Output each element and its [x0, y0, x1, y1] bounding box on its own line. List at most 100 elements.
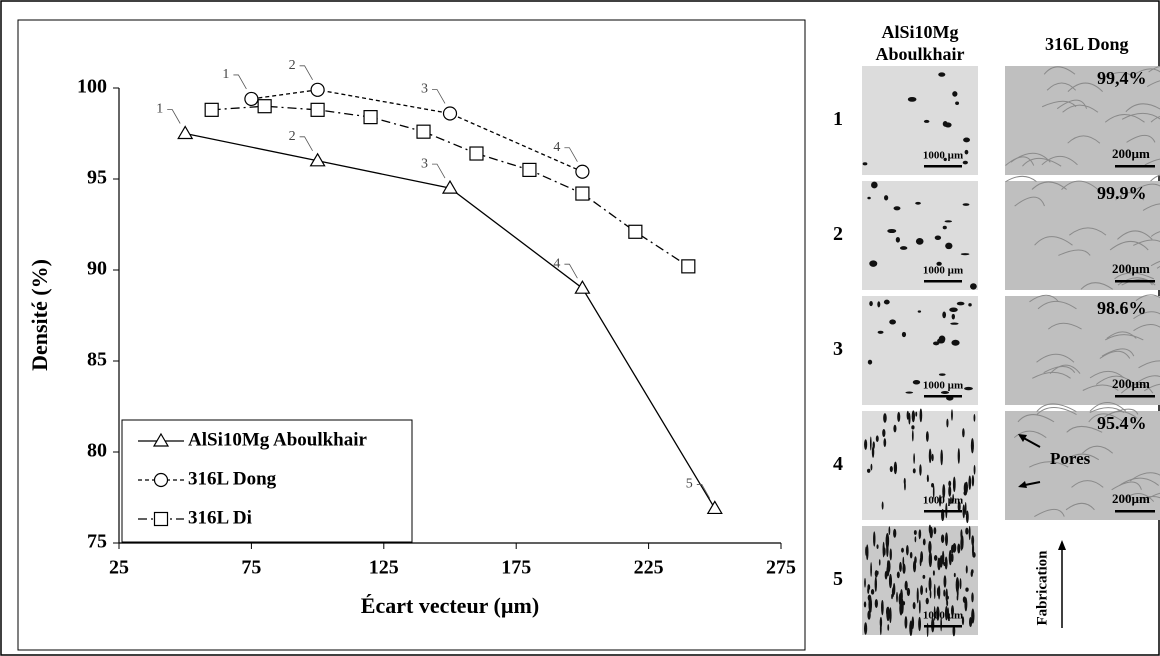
grain-boundary [1013, 430, 1047, 439]
pore [971, 592, 974, 603]
pore [877, 301, 881, 308]
pore [944, 556, 948, 570]
pore [911, 429, 914, 442]
pore [874, 598, 878, 609]
pore [869, 300, 873, 307]
grain-boundary [1117, 277, 1156, 286]
grain-boundary [1150, 116, 1160, 123]
grain-boundary [1036, 403, 1077, 413]
row-label: 3 [833, 338, 843, 360]
pore [936, 587, 940, 597]
micrograph: 1000 µm [862, 524, 978, 637]
pore [965, 481, 968, 494]
pore [893, 528, 897, 538]
pore [914, 536, 917, 543]
pore [883, 438, 887, 448]
scale-bar [924, 395, 962, 398]
pore [889, 607, 892, 624]
y-tick-label: 100 [77, 76, 107, 98]
grain-boundary [1130, 183, 1160, 193]
marker-circle [153, 472, 169, 488]
micrograph: 1000 µm [862, 181, 978, 290]
grain-boundary [1041, 100, 1077, 108]
x-axis-title: Écart vecteur (µm) [361, 593, 539, 618]
grain-boundary [1150, 231, 1160, 237]
row-label: 5 [833, 568, 843, 590]
scale-bar [924, 510, 962, 513]
grain-boundary [1088, 413, 1124, 423]
pore [896, 591, 898, 603]
grain-boundary [1067, 82, 1103, 92]
grain-boundary [1148, 65, 1160, 73]
grain-boundary [1146, 80, 1160, 87]
pore [904, 481, 906, 491]
pore [893, 461, 898, 475]
grain-boundary [1082, 384, 1119, 391]
pore [940, 617, 942, 632]
pore [918, 616, 922, 632]
y-tick-label: 80 [87, 440, 107, 462]
pore [865, 544, 869, 561]
point-label-leader [233, 74, 247, 90]
grain-boundary [1095, 375, 1135, 385]
grain-boundary [1117, 230, 1153, 240]
grain-boundary [1119, 477, 1160, 486]
pore [965, 510, 969, 524]
grain-boundary [1065, 453, 1100, 461]
grain-boundary [1089, 370, 1125, 379]
pore [915, 411, 918, 417]
pore [870, 589, 875, 595]
pore [973, 414, 976, 422]
pore [902, 563, 906, 574]
marker-square [575, 186, 590, 201]
pore [888, 573, 893, 589]
grain-boundary [1058, 249, 1091, 256]
pore [897, 411, 901, 423]
grain-boundary [1071, 480, 1104, 488]
pore [957, 543, 961, 554]
point-label: 2 [289, 129, 296, 144]
pore [869, 606, 872, 613]
pore [944, 220, 953, 223]
grain-boundary [1062, 104, 1099, 113]
pore [889, 319, 896, 325]
pore [895, 236, 900, 243]
micrograph-background [862, 181, 978, 290]
scale-bar-label: 200µm [1112, 261, 1150, 276]
pore [911, 425, 915, 430]
point-label: 2 [289, 58, 296, 73]
x-tick-label: 225 [634, 557, 664, 579]
pore [962, 504, 966, 519]
pore [970, 438, 974, 454]
pore [956, 301, 965, 306]
pore [943, 575, 947, 588]
pore [892, 582, 896, 596]
grain-boundary [1005, 156, 1035, 166]
pore [952, 543, 956, 553]
pore [955, 577, 960, 593]
pore [891, 593, 893, 600]
micrograph: 98.6% 200µm [1005, 294, 1160, 405]
pore [946, 599, 949, 607]
pore [908, 412, 911, 425]
grain-boundary [1115, 192, 1145, 201]
pore [907, 96, 917, 102]
pore [948, 549, 952, 566]
pore [899, 601, 903, 616]
pore [863, 601, 867, 608]
micrograph: 99.9% 200µm [1005, 174, 1160, 290]
pore [886, 606, 890, 616]
pore [911, 616, 915, 629]
pore [887, 228, 897, 234]
grain-boundary [1121, 278, 1153, 286]
pore [948, 480, 952, 487]
grain-boundary [1029, 294, 1059, 303]
pore [928, 540, 932, 554]
pore [929, 589, 932, 599]
pore [877, 330, 884, 334]
grain-boundary [1065, 502, 1095, 511]
pore [971, 535, 975, 546]
pore [912, 468, 916, 474]
pore [879, 621, 882, 636]
scale-bar [1115, 280, 1155, 283]
